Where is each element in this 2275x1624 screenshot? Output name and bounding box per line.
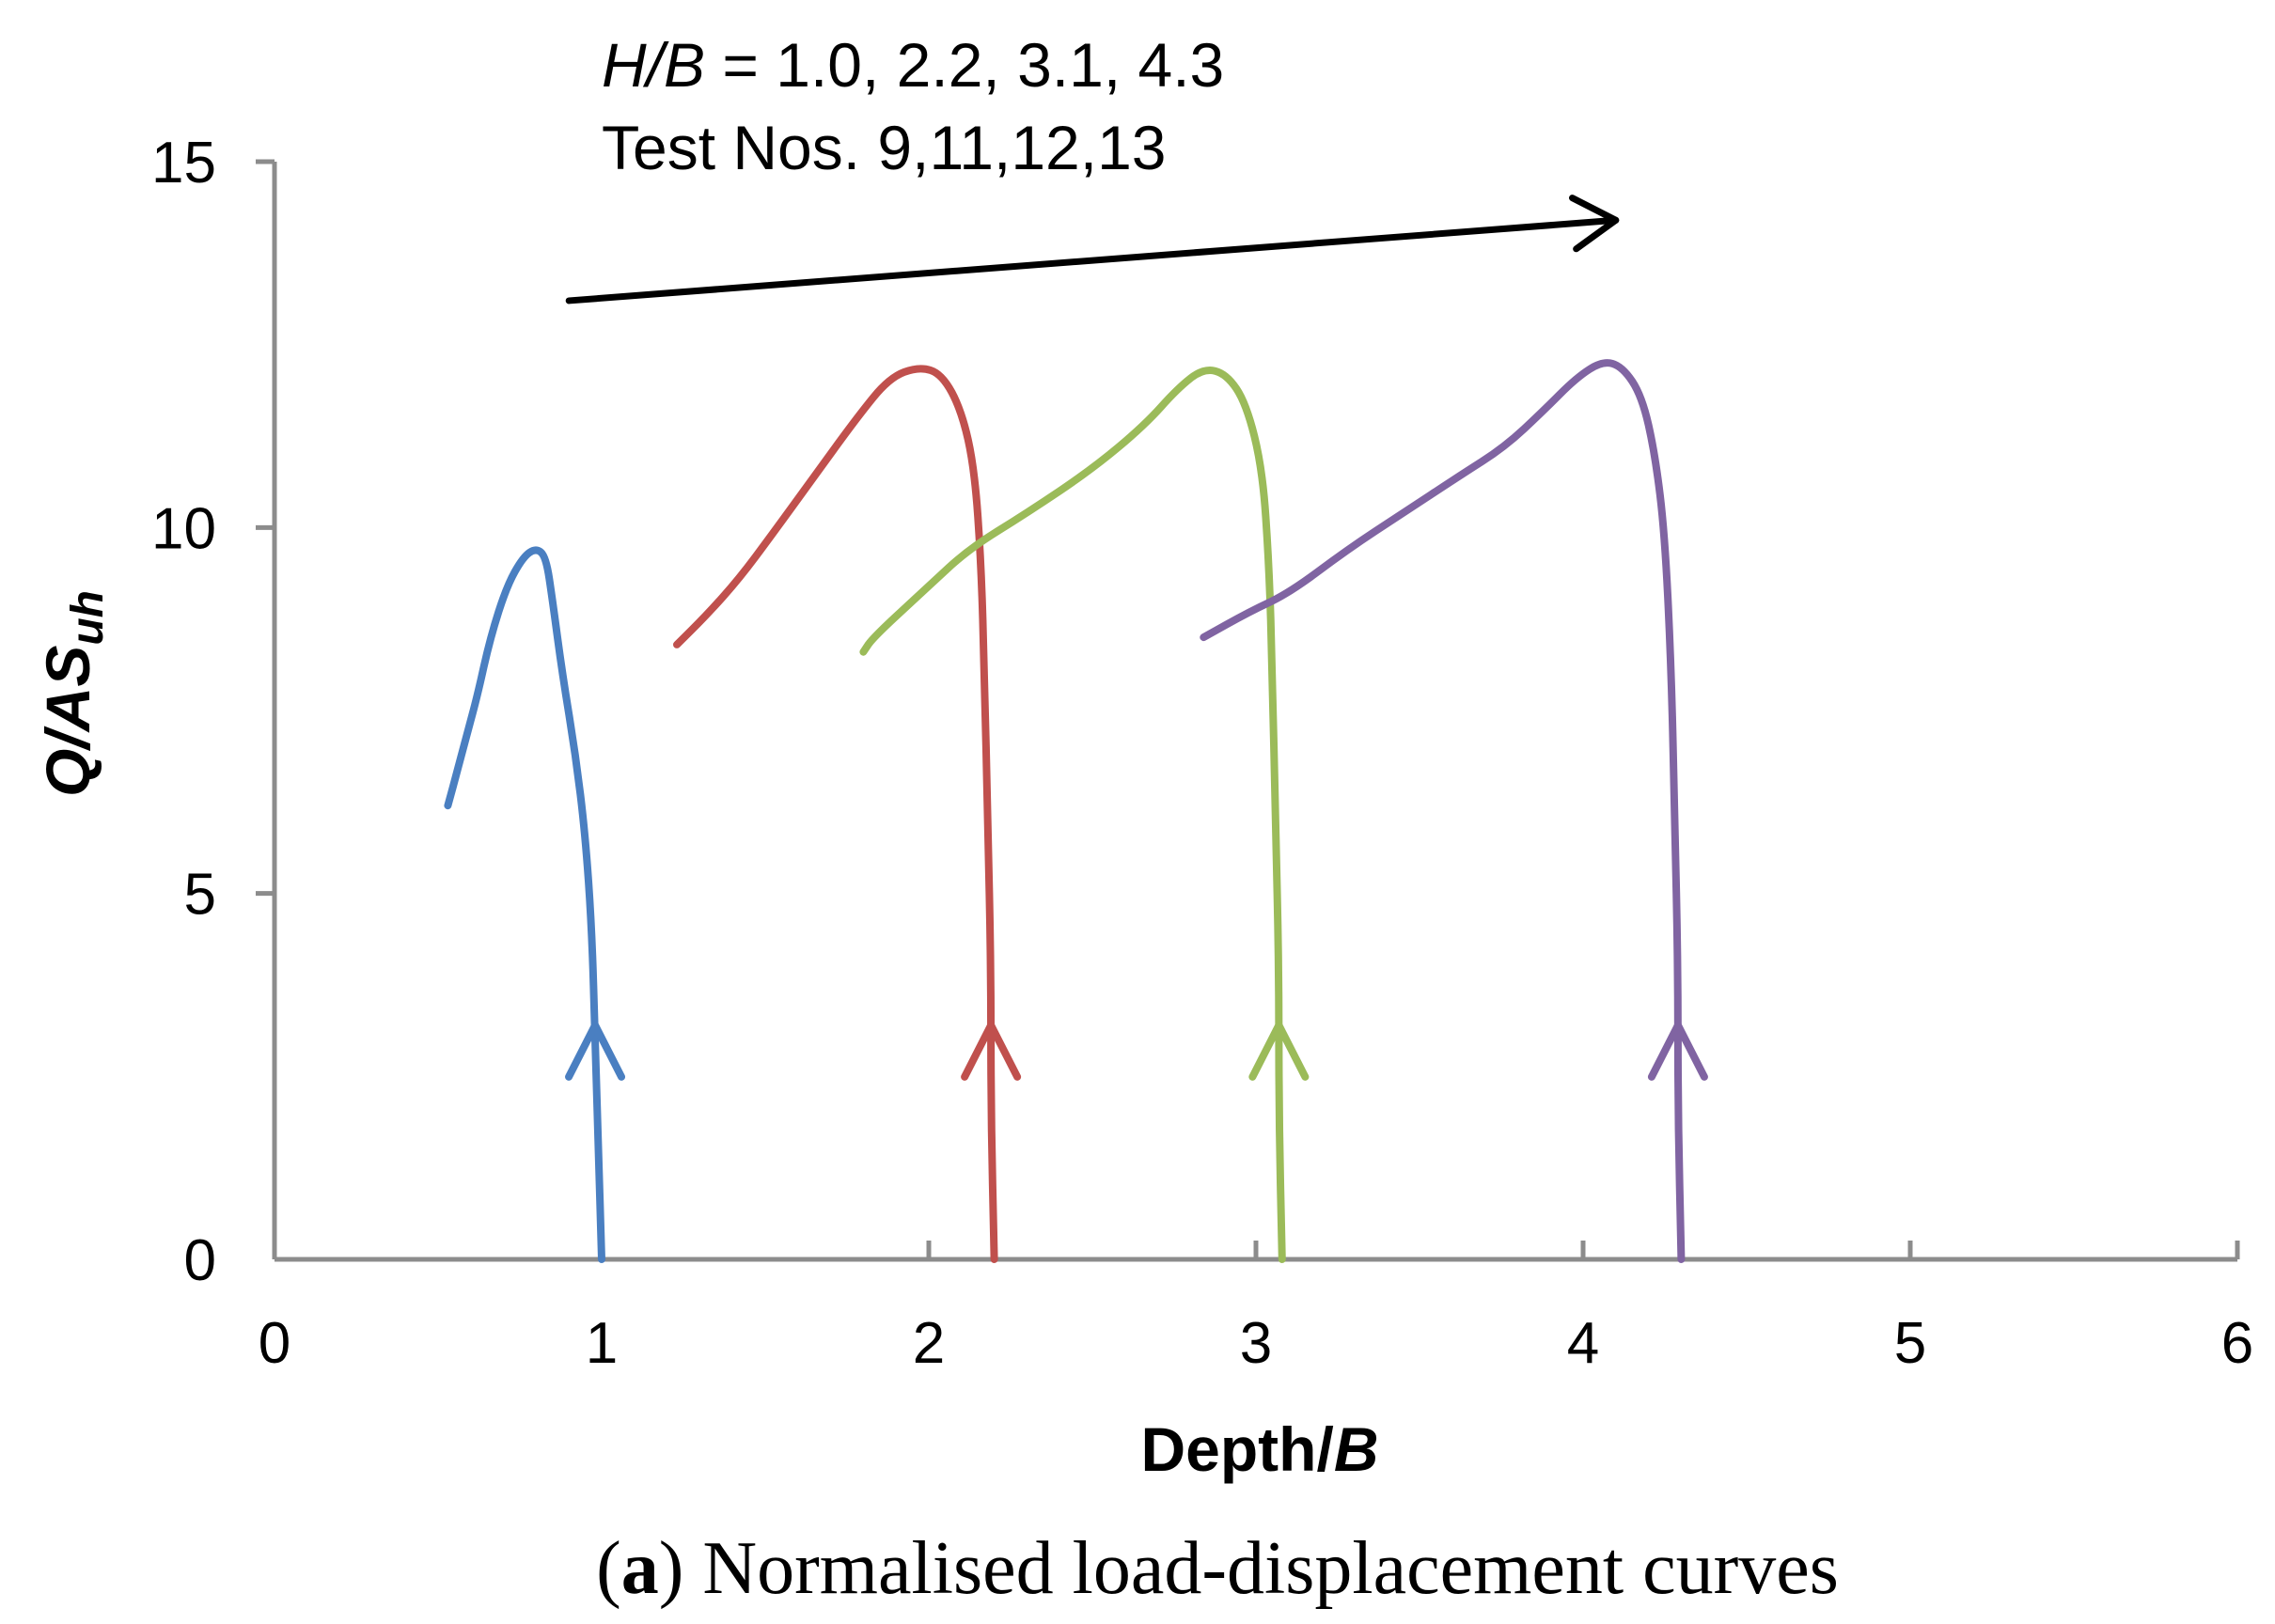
series-arrowhead-2 bbox=[961, 1021, 1022, 1081]
x-tick-label: 3 bbox=[1240, 1311, 1272, 1376]
trend-arrow-shaft bbox=[565, 216, 1620, 304]
annotation-line-2: Test Nos. 9,11,12,13 bbox=[602, 113, 1166, 182]
y-axis-title: Q/ASuh bbox=[33, 590, 113, 797]
y-tick-label: 0 bbox=[184, 1228, 216, 1293]
x-tick-label: 0 bbox=[259, 1311, 290, 1376]
series-arrowhead-4 bbox=[1647, 1021, 1708, 1081]
y-tick-label: 10 bbox=[151, 496, 216, 561]
y-tick-label: 5 bbox=[184, 863, 216, 928]
y-tick-label: 15 bbox=[151, 131, 216, 195]
y-axis-title-subscript: uh bbox=[63, 590, 113, 646]
x-tick-label: 6 bbox=[2221, 1311, 2253, 1376]
series-curve-2 bbox=[673, 365, 998, 1263]
x-tick-label: 4 bbox=[1567, 1311, 1599, 1376]
x-tick-label: 5 bbox=[1894, 1311, 1926, 1376]
x-tick-label: 2 bbox=[913, 1311, 945, 1376]
series-curve-3 bbox=[859, 367, 1286, 1263]
annotation-hb-values: = 1.0, 2.2, 3.1, 4.3 bbox=[705, 30, 1224, 100]
y-axis-title-main: Q/AS bbox=[33, 646, 102, 797]
caption-label: a bbox=[621, 1527, 659, 1610]
x-tick-label: 1 bbox=[586, 1311, 618, 1376]
axes-group: 0 1 2 3 4 5 6 0 5 10 15 bbox=[151, 131, 2253, 1376]
caption-text: Normalised load-displacement curves bbox=[683, 1527, 1838, 1610]
annotation-line-1: H/B = 1.0, 2.2, 3.1, 4.3 bbox=[602, 30, 1224, 100]
x-axis-title-italic: B bbox=[1334, 1414, 1379, 1484]
series-curve-1 bbox=[444, 546, 605, 1263]
figure-caption: (a) Normalised load-displacement curves bbox=[596, 1527, 1839, 1610]
series-layer bbox=[444, 359, 1708, 1263]
annotation-layer: H/B = 1.0, 2.2, 3.1, 4.3 Test Nos. 9,11,… bbox=[565, 30, 1620, 304]
series-arrowhead-1 bbox=[565, 1021, 626, 1081]
annotation-hb-label: H/B bbox=[602, 30, 705, 100]
x-axis-title-main: Depth/ bbox=[1141, 1414, 1334, 1484]
trend-arrow-head bbox=[1569, 195, 1620, 253]
series-arrowhead-3 bbox=[1248, 1021, 1310, 1081]
x-axis-title: Depth/B bbox=[1141, 1414, 1379, 1484]
series-curve-4 bbox=[1200, 359, 1686, 1263]
